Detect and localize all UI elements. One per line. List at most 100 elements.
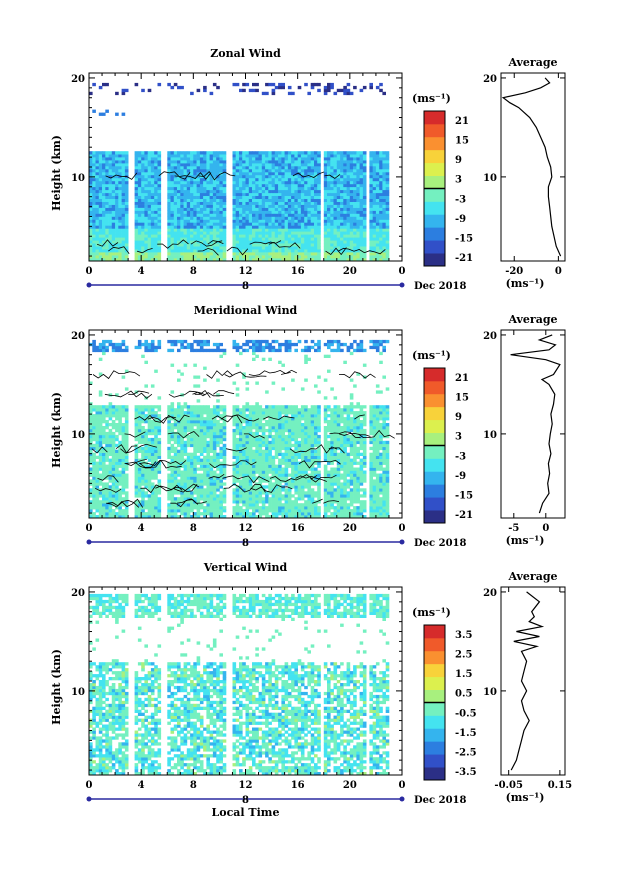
heatmap-cell — [124, 369, 129, 373]
heatmap-cell — [261, 192, 266, 196]
heatmap-cell — [177, 222, 181, 226]
heatmap-cell — [190, 470, 194, 474]
heatmap-cell — [199, 210, 204, 214]
heatmap-cell — [307, 171, 311, 176]
heatmap-cell — [144, 464, 148, 468]
heatmap-cell — [219, 452, 223, 456]
heatmap-cell — [359, 252, 364, 256]
heatmap-cell — [89, 452, 93, 456]
heatmap-cell — [173, 423, 178, 427]
heatmap-cell — [147, 186, 152, 191]
heatmap-cell — [180, 408, 184, 412]
heatmap-cell — [154, 431, 158, 436]
heatmap-cell — [242, 210, 246, 214]
heatmap-cell — [323, 91, 328, 96]
heatmap-cell — [98, 219, 103, 223]
heatmap-cell — [92, 443, 96, 448]
heatmap-cell — [180, 345, 184, 350]
heatmap-cell — [137, 411, 142, 415]
heatmap-cell — [239, 414, 243, 418]
heatmap-cell — [255, 88, 259, 93]
heatmap-cell — [98, 437, 103, 442]
heatmap-cell — [92, 426, 96, 430]
heatmap-cell — [340, 231, 344, 235]
heatmap-cell — [105, 249, 109, 253]
heatmap-cell — [170, 402, 175, 406]
heatmap-cell — [385, 243, 390, 247]
heatmap-cell — [170, 252, 175, 256]
heatmap-cell — [95, 255, 100, 259]
heatmap-cell — [193, 405, 197, 409]
heatmap-cell — [115, 171, 119, 176]
heatmap-cell — [222, 225, 227, 229]
heatmap-cell — [173, 216, 178, 220]
heatmap-cell — [317, 204, 321, 208]
heatmap-cell — [232, 243, 237, 247]
heatmap-cell — [206, 186, 210, 191]
heatmap-cell — [349, 237, 354, 241]
heatmap-cell — [232, 166, 237, 170]
heatmap-cell — [310, 246, 315, 250]
heatmap-cell — [180, 166, 184, 170]
heatmap-cell — [222, 154, 227, 158]
heatmap-cell — [98, 171, 103, 176]
heatmap-cell — [190, 503, 194, 507]
heatmap-cell — [157, 467, 162, 471]
heatmap-cell — [150, 500, 155, 504]
heatmap-cell — [180, 342, 184, 347]
heatmap-cell — [369, 201, 373, 205]
heatmap-cell — [183, 157, 188, 161]
heatmap-cell — [323, 231, 328, 235]
heatmap-cell — [317, 163, 321, 167]
heatmap-cell — [190, 509, 194, 513]
heatmap-cell — [239, 258, 243, 262]
heatmap-cell — [173, 207, 178, 211]
heatmap-cell — [206, 431, 210, 436]
heatmap-cell — [245, 488, 250, 492]
heatmap-cell — [333, 219, 338, 223]
heatmap-cell — [203, 258, 207, 262]
heatmap-cell — [212, 82, 217, 87]
heatmap-cell — [212, 414, 217, 418]
heatmap-cell — [118, 345, 122, 350]
heatmap-cell — [105, 219, 109, 223]
heatmap-cell — [183, 243, 188, 247]
heatmap-cell — [222, 171, 227, 176]
heatmap-cell — [314, 258, 318, 262]
heatmap-cell — [157, 515, 162, 519]
heatmap-cell — [157, 491, 162, 495]
heatmap-cell — [180, 169, 184, 173]
heatmap-cell — [177, 455, 181, 459]
heatmap-cell — [147, 503, 152, 507]
heatmap-cell — [245, 225, 250, 229]
heatmap-cell — [199, 189, 204, 194]
heatmap-cell — [307, 246, 311, 250]
heatmap-cell — [304, 252, 308, 256]
heatmap-cell — [199, 479, 204, 483]
heatmap-cell — [134, 512, 139, 516]
heatmap-cell — [203, 378, 207, 382]
heatmap-cell — [121, 177, 126, 182]
heatmap-cell — [108, 491, 113, 495]
heatmap-cell — [203, 171, 207, 176]
heatmap-cell — [385, 249, 390, 253]
heatmap-cell — [382, 174, 386, 179]
heatmap-cell — [219, 231, 223, 235]
heatmap-cell — [245, 428, 250, 433]
heatmap-cell — [209, 426, 214, 430]
heatmap-cell — [186, 494, 191, 498]
heatmap-cell — [111, 473, 116, 477]
heatmap-cell — [284, 166, 289, 170]
heatmap-cell — [235, 192, 240, 196]
heatmap-cell — [167, 163, 171, 167]
heatmap-cell — [333, 249, 338, 253]
heatmap-cell — [219, 169, 223, 173]
heatmap-cell — [222, 249, 227, 253]
heatmap-cell — [356, 157, 360, 161]
heatmap-cell — [304, 201, 308, 205]
heatmap-cell — [186, 405, 191, 409]
heatmap-cell — [150, 213, 155, 217]
heatmap-cell — [304, 204, 308, 208]
heatmap-cell — [206, 213, 210, 217]
heatmap-cell — [108, 423, 113, 427]
